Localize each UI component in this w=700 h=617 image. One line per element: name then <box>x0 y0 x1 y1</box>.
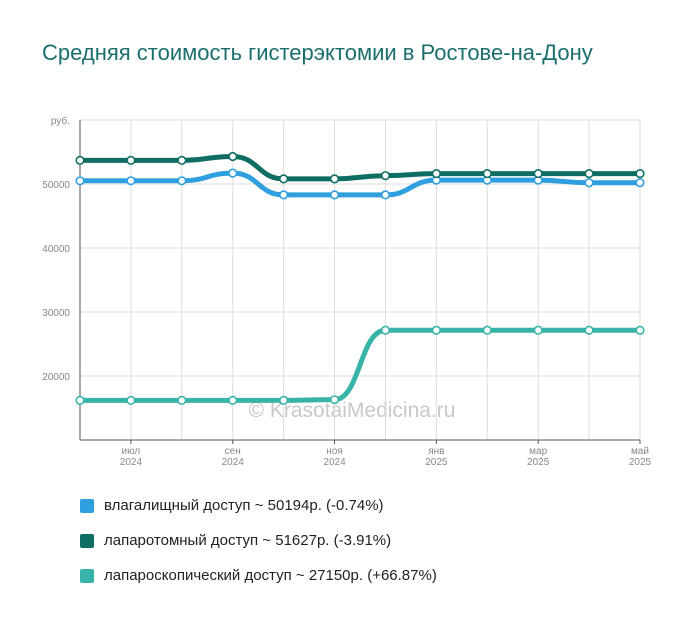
data-point[interactable] <box>329 395 340 405</box>
x-tick-year: 2025 <box>527 457 550 468</box>
axes: 20000300004000050000руб.июл2024сен2024но… <box>42 115 651 468</box>
y-tick-label: 30000 <box>42 308 70 319</box>
x-tick-month: ноя <box>326 446 343 457</box>
data-point[interactable] <box>75 395 85 405</box>
data-point[interactable] <box>584 325 594 335</box>
x-tick-year: 2024 <box>323 457 346 468</box>
legend-swatch <box>80 568 94 583</box>
x-tick-month: май <box>631 446 649 457</box>
x-tick-month: июл <box>122 446 141 457</box>
data-point[interactable] <box>228 151 238 162</box>
data-point[interactable] <box>75 176 85 186</box>
data-point[interactable] <box>329 174 340 184</box>
data-point[interactable] <box>482 325 492 335</box>
x-tick-month: мар <box>529 446 547 457</box>
y-tick-label: 50000 <box>42 180 70 191</box>
data-point[interactable] <box>584 168 594 179</box>
legend-swatch <box>80 498 94 513</box>
x-tick-year: 2024 <box>222 457 245 468</box>
x-tick-month: сен <box>225 446 241 457</box>
data-point[interactable] <box>380 190 391 200</box>
data-point[interactable] <box>228 168 238 178</box>
watermark: © KrasotaiMedicina.ru <box>249 399 456 422</box>
data-point[interactable] <box>329 190 340 200</box>
x-tick-month: янв <box>428 446 444 457</box>
data-point[interactable] <box>482 168 492 179</box>
legend-label: влагалищный доступ ~ 50194р. (-0.74%) <box>104 497 384 514</box>
y-tick-label: 40000 <box>42 244 70 255</box>
y-tick-label: 20000 <box>42 372 70 383</box>
data-point[interactable] <box>635 168 645 179</box>
series-line-2 <box>77 153 643 182</box>
legend-item[interactable]: лапаротомный доступ ~ 51627р. (-3.91%) <box>80 523 437 558</box>
legend-swatch <box>80 533 94 548</box>
data-point[interactable] <box>533 325 543 335</box>
data-point[interactable] <box>635 325 645 335</box>
data-point[interactable] <box>126 176 136 186</box>
data-point[interactable] <box>126 395 136 405</box>
series-line-3 <box>77 327 643 403</box>
legend-label: лапаротомный доступ ~ 51627р. (-3.91%) <box>104 532 392 549</box>
y-unit-label: руб. <box>51 115 70 127</box>
data-point[interactable] <box>75 155 85 165</box>
data-point[interactable] <box>228 395 238 405</box>
x-tick-year: 2024 <box>120 457 143 468</box>
series-lines <box>77 153 643 403</box>
data-point[interactable] <box>431 325 441 335</box>
data-point[interactable] <box>177 176 187 186</box>
data-point[interactable] <box>380 171 391 181</box>
legend-label: лапароскопический доступ ~ 27150р. (+66.… <box>104 567 437 584</box>
x-tick-year: 2025 <box>425 457 448 468</box>
data-point[interactable] <box>177 155 187 165</box>
data-point[interactable] <box>177 395 187 405</box>
x-tick-year: 2025 <box>629 457 652 468</box>
data-point[interactable] <box>533 168 543 179</box>
legend-item[interactable]: влагалищный доступ ~ 50194р. (-0.74%) <box>80 488 437 523</box>
chart-title: Средняя стоимость гистерэктомии в Ростов… <box>42 40 593 65</box>
data-point[interactable] <box>279 395 289 405</box>
data-point[interactable] <box>279 174 289 184</box>
data-point[interactable] <box>431 168 441 179</box>
data-point[interactable] <box>584 178 594 188</box>
data-point[interactable] <box>380 325 391 335</box>
data-point[interactable] <box>635 178 645 188</box>
data-point[interactable] <box>126 155 136 165</box>
data-points <box>75 151 645 405</box>
legend-item[interactable]: лапароскопический доступ ~ 27150р. (+66.… <box>80 558 437 593</box>
legend: влагалищный доступ ~ 50194р. (-0.74%) лап… <box>80 488 437 593</box>
grid <box>79 119 641 440</box>
data-point[interactable] <box>279 190 289 200</box>
